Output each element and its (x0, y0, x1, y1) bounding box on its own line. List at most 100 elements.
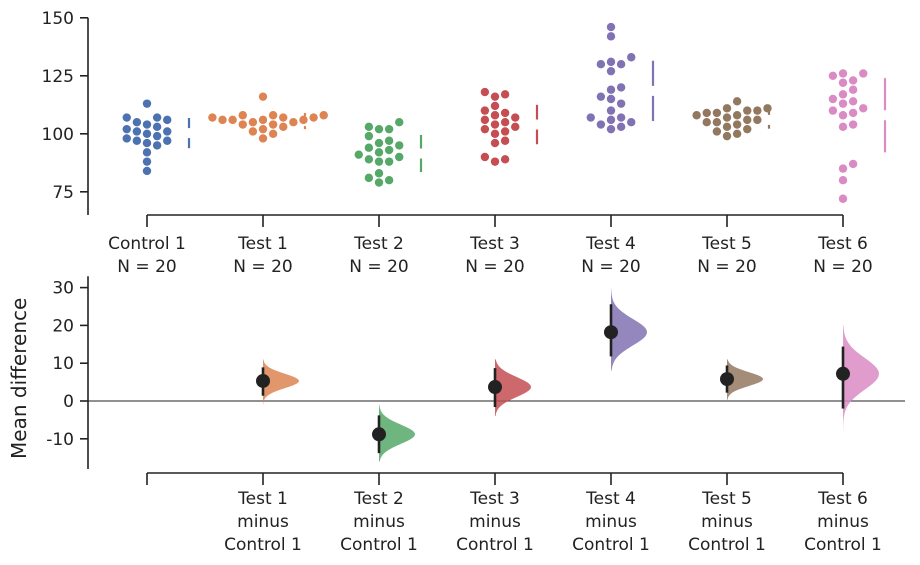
swarm-point-test-5 (732, 111, 742, 120)
swarm-point-test-2 (395, 118, 404, 127)
comparison-label-test-6-0: Test 6 (817, 489, 868, 509)
swarm-point-test-3 (490, 92, 500, 101)
swarm-point-test-2 (395, 152, 404, 162)
swarm-point-control-1 (142, 166, 152, 176)
swarm-point-test-4 (606, 124, 616, 134)
swarm-point-test-6 (838, 90, 848, 99)
comparison-label-test-1-0: Test 1 (237, 489, 288, 509)
swarm-point-test-5 (692, 111, 701, 120)
swarm-point-test-5 (732, 129, 742, 138)
comparison-label-test-2-1: minus (353, 512, 405, 532)
swarm-point-test-4 (606, 57, 616, 67)
swarm-point-test-4 (606, 94, 616, 104)
swarm-point-test-6 (838, 111, 848, 120)
swarm-point-test-3 (490, 111, 500, 120)
swarm-point-test-4 (627, 118, 636, 127)
swarm-point-control-1 (142, 148, 152, 157)
comparison-label-test-4-1: minus (585, 512, 637, 532)
comparison-label-test-2-0: Test 2 (353, 489, 404, 509)
swarm-point-test-2 (384, 136, 394, 145)
swarm-point-test-3 (511, 113, 520, 122)
swarm-point-test-5 (712, 108, 722, 118)
swarm-point-test-4 (596, 59, 606, 69)
swarm-point-control-1 (142, 120, 152, 129)
group-label-test-2: Test 2 (353, 234, 404, 254)
comparison-label-test-1-2: Control 1 (224, 535, 302, 555)
swarm-point-test-1 (228, 115, 237, 125)
group-label-test-3: Test 3 (469, 234, 520, 254)
swarm-point-test-4 (616, 59, 626, 69)
raw-data-swarm-panel: 75 100 125 150 Control 1 N = 20 Test 1 N = 20 Te… (42, 9, 887, 277)
swarm-point-test-6 (848, 76, 858, 85)
swarm-point-test-2 (395, 141, 404, 150)
swarm-point-test-2 (364, 131, 374, 141)
y-axis-label: Mean difference (7, 298, 31, 459)
swarm-point-test-2 (364, 143, 374, 152)
swarm-point-test-6 (838, 194, 848, 203)
swarm-point-control-1 (122, 134, 131, 143)
swarm-point-test-4 (616, 99, 626, 108)
swarm-point-test-2 (374, 157, 384, 166)
swarm-point-test-3 (480, 115, 490, 125)
swarm-point-test-4 (616, 122, 626, 132)
swarm-point-test-2 (374, 148, 384, 157)
swarm-point-test-6 (838, 69, 848, 78)
swarm-point-test-4 (586, 113, 595, 122)
mean-diff-point-test-2 (372, 427, 386, 442)
swarm-point-test-6 (848, 85, 858, 94)
swarm-point-test-5 (722, 122, 732, 132)
top-y-tick-label-75: 75 (52, 183, 74, 203)
swarm-point-control-1 (132, 118, 142, 127)
swarm-point-test-5 (743, 115, 752, 125)
group-n-label-test-5: N = 20 (697, 257, 756, 277)
swarm-point-test-2 (384, 176, 394, 185)
swarm-point-test-4 (616, 113, 626, 122)
swarm-point-test-6 (838, 122, 848, 132)
bootstrap-distribution-test-4 (611, 287, 647, 371)
swarm-point-test-1 (248, 118, 258, 127)
swarm-point-test-2 (364, 122, 374, 132)
swarm-point-test-1 (268, 120, 278, 129)
comparison-label-test-3-0: Test 3 (469, 489, 520, 509)
group-n-label-test-6: N = 20 (813, 257, 872, 277)
swarm-point-test-6 (838, 99, 848, 108)
bootstrap-distribution-test-2 (379, 404, 415, 462)
swarm-point-test-6 (859, 69, 868, 78)
swarm-point-test-1 (268, 111, 278, 120)
swarm-point-test-1 (238, 120, 247, 129)
swarm-point-test-3 (480, 106, 490, 115)
swarm-point-control-1 (163, 136, 172, 145)
swarm-point-test-6 (848, 108, 858, 118)
swarm-point-test-1 (238, 111, 247, 120)
swarm-point-test-1 (208, 113, 217, 122)
swarm-point-control-1 (152, 131, 162, 141)
bottom-y-tick-label--10: -10 (46, 430, 74, 450)
swarm-point-test-5 (722, 131, 732, 141)
swarm-point-test-3 (490, 129, 500, 138)
swarm-point-test-6 (828, 106, 838, 115)
swarm-point-test-5 (763, 104, 772, 113)
swarm-point-test-4 (596, 92, 606, 101)
swarm-point-test-6 (859, 104, 868, 113)
swarm-point-control-1 (132, 127, 142, 136)
swarm-point-test-1 (258, 92, 268, 101)
swarm-point-test-3 (490, 120, 500, 129)
bottom-y-tick-label-10: 10 (52, 354, 74, 374)
group-n-label-test-2: N = 20 (349, 257, 408, 277)
comparison-label-test-5-2: Control 1 (688, 535, 766, 555)
swarm-point-test-6 (838, 164, 848, 173)
bootstrap-distribution-test-3 (495, 359, 531, 417)
swarm-point-control-1 (163, 115, 172, 125)
comparison-label-test-6-1: minus (817, 512, 869, 532)
comparison-label-test-3-2: Control 1 (456, 535, 534, 555)
mean-diff-point-test-6 (836, 366, 850, 381)
comparison-label-test-4-2: Control 1 (572, 535, 650, 555)
comparison-label-test-4-0: Test 4 (585, 489, 636, 509)
swarm-point-test-3 (480, 87, 490, 97)
swarm-point-control-1 (142, 138, 152, 148)
swarm-point-test-6 (848, 159, 858, 169)
bootstrap-distribution-test-1 (263, 359, 299, 405)
swarm-point-test-5 (712, 118, 722, 127)
swarm-point-test-5 (753, 115, 762, 125)
